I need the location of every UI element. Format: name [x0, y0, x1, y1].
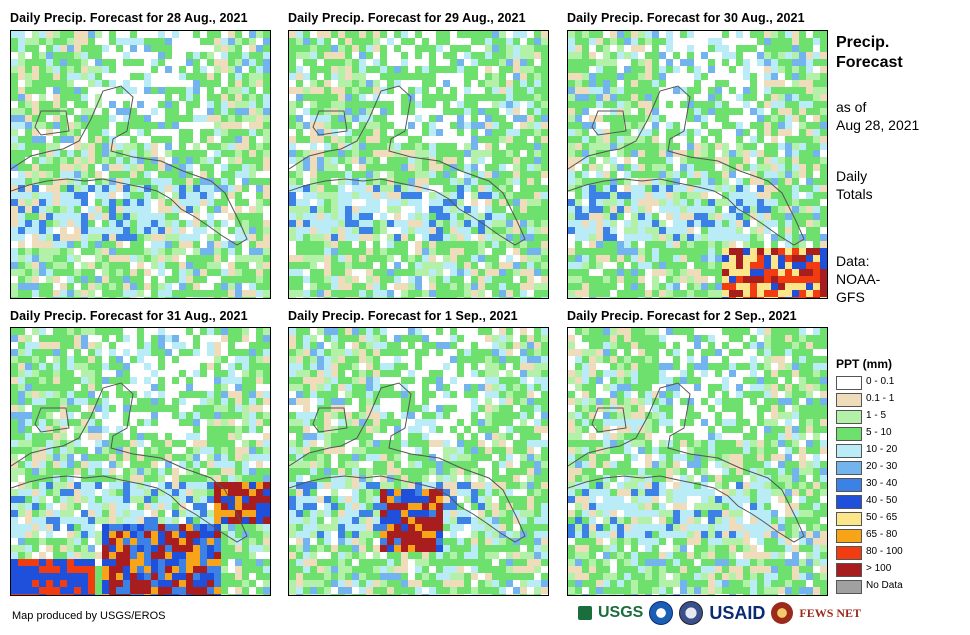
noaa-logo-icon [649, 601, 674, 625]
side-title-line1: Precip. [836, 34, 890, 51]
forecast-map-29-aug [288, 30, 549, 299]
data-source: Data: NOAA- GFS [836, 252, 880, 306]
daily-totals-line1: Daily [836, 168, 868, 184]
coastline [11, 382, 248, 543]
data-source-line1: Data: [836, 253, 870, 269]
legend-swatch [836, 461, 862, 475]
fews-net-logo-icon [771, 602, 794, 624]
forecast-map-30-aug [567, 30, 828, 299]
daily-totals-line2: Totals [836, 186, 873, 202]
border-outline [591, 407, 627, 433]
legend-swatch [836, 410, 862, 424]
legend-swatch [836, 495, 862, 509]
legend-label: 80 - 100 [866, 546, 903, 557]
as-of-value: Aug 28, 2021 [836, 117, 920, 133]
panel-title-6: Daily Precip. Forecast for 2 Sep., 2021 [567, 309, 797, 323]
data-source-line2: NOAA- [836, 271, 881, 287]
usaid-logo-text: USAID [709, 602, 766, 623]
forecast-map-31-aug [10, 327, 271, 596]
legend-label: 1 - 5 [866, 410, 887, 421]
as-of-label: as of [836, 99, 867, 115]
agency-seal-icon [679, 601, 704, 625]
legend-title: PPT (mm) [836, 357, 893, 371]
coastline [289, 382, 526, 543]
daily-totals-label: Daily Totals [836, 167, 873, 203]
forecast-map-28-aug [10, 30, 271, 299]
map-credit: Map produced by USGS/EROS [12, 610, 166, 622]
logo-strip: USGS USAID FEWS NET [578, 600, 861, 626]
legend-label: 50 - 65 [866, 512, 898, 523]
data-source-line3: GFS [836, 289, 865, 305]
legend-swatch [836, 478, 862, 492]
coastline [568, 382, 805, 543]
legend-swatch [836, 546, 862, 560]
legend-swatch [836, 376, 862, 390]
legend-label: 5 - 10 [866, 427, 892, 438]
panel-title-5: Daily Precip. Forecast for 1 Sep., 2021 [288, 309, 518, 323]
legend-swatch [836, 427, 862, 441]
panel-title-2: Daily Precip. Forecast for 29 Aug., 2021 [288, 11, 526, 25]
border-outline [34, 110, 70, 136]
legend-label: 0 - 0.1 [866, 376, 895, 387]
legend-label: 65 - 80 [866, 529, 898, 540]
legend-swatch [836, 580, 862, 594]
legend-label: 10 - 20 [866, 444, 898, 455]
usgs-logo-icon [578, 606, 592, 620]
coastline [568, 85, 805, 246]
forecast-map-2-sep [567, 327, 828, 596]
coastline [11, 85, 248, 246]
legend-swatch [836, 529, 862, 543]
border-outline [312, 110, 348, 136]
legend-label: > 100 [866, 563, 892, 574]
forecast-map-1-sep [288, 327, 549, 596]
legend-label: 20 - 30 [866, 461, 898, 472]
as-of-date: as of Aug 28, 2021 [836, 98, 919, 134]
legend-label: 0.1 - 1 [866, 393, 895, 404]
border-outline [34, 407, 70, 433]
border-outline [591, 110, 627, 136]
legend-swatch [836, 563, 862, 577]
coastline [289, 85, 526, 246]
legend-swatch [836, 444, 862, 458]
usgs-logo-text: USGS [598, 604, 644, 621]
panel-title-4: Daily Precip. Forecast for 31 Aug., 2021 [10, 309, 248, 323]
border-outline [312, 407, 348, 433]
legend-swatch [836, 512, 862, 526]
side-title: Precip. Forecast [836, 33, 903, 73]
legend-label: 30 - 40 [866, 478, 898, 489]
legend-label: 40 - 50 [866, 495, 898, 506]
panel-title-3: Daily Precip. Forecast for 30 Aug., 2021 [567, 11, 805, 25]
legend-label: No Data [866, 580, 903, 591]
fews-net-logo-text: FEWS NET [799, 605, 862, 620]
legend-swatch [836, 393, 862, 407]
panel-title-1: Daily Precip. Forecast for 28 Aug., 2021 [10, 11, 248, 25]
side-title-line2: Forecast [836, 54, 903, 71]
